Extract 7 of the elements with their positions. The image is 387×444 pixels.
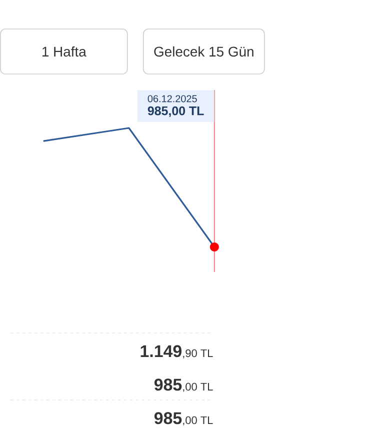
text: 1 Hafta <box>42 46 86 57</box>
text: 1.149,90 TL <box>140 345 213 358</box>
text: Gelecek 15 Gün <box>154 46 254 57</box>
text: 06.12.2025 <box>148 95 197 102</box>
text: 985,00 TL <box>148 106 204 118</box>
text: 985,00 TL <box>154 412 213 426</box>
text: 985,00 TL <box>154 378 213 392</box>
